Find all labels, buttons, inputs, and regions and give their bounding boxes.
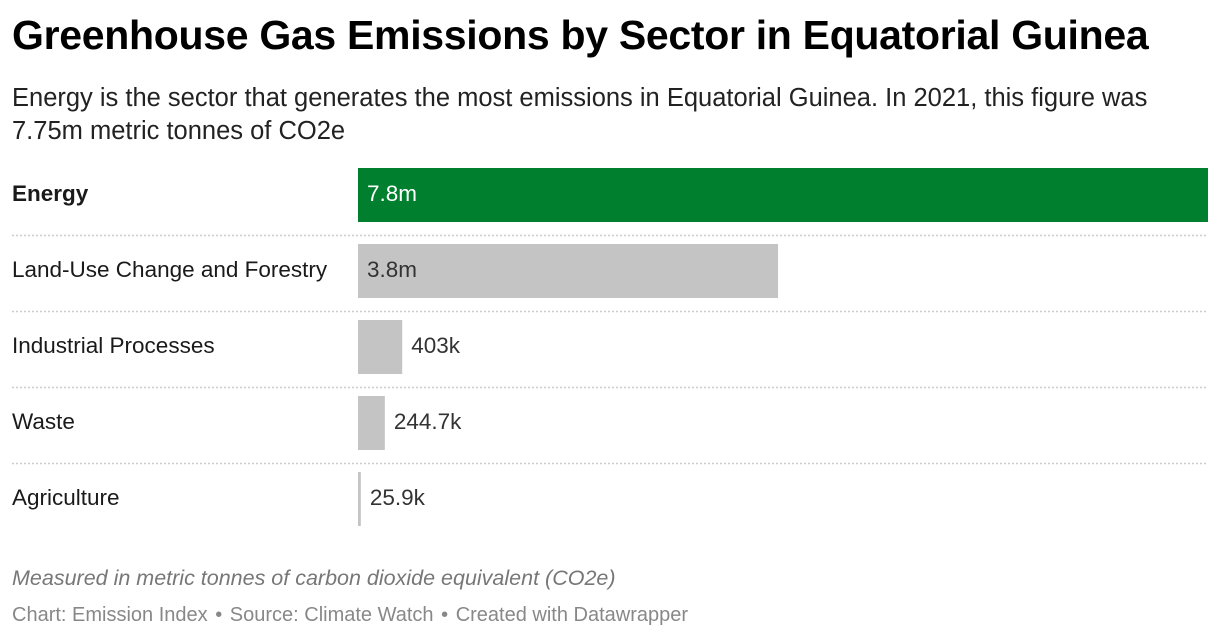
- category-label: Agriculture: [12, 485, 120, 510]
- category-label: Energy: [12, 181, 89, 206]
- chart-note: Measured in metric tonnes of carbon diox…: [12, 566, 616, 590]
- bar: [358, 168, 1208, 222]
- bar: [358, 244, 779, 298]
- chart-footer: Chart: Emission Index • Source: Climate …: [12, 604, 688, 627]
- bar-row: Agriculture 25.9k: [12, 472, 426, 526]
- source-credit: Source: Climate Watch: [229, 604, 434, 626]
- value-label: 7.8m: [367, 181, 417, 206]
- category-label: Land-Use Change and Forestry: [12, 257, 328, 282]
- category-label: Waste: [12, 409, 75, 434]
- value-label: 3.8m: [367, 257, 417, 282]
- datawrapper-credit: Created with Datawrapper: [455, 604, 689, 626]
- bar: [358, 396, 385, 450]
- chart-title: Greenhouse Gas Emissions by Sector in Eq…: [12, 12, 1149, 58]
- value-label: 403k: [411, 333, 461, 358]
- bar-chart: Energy 7.8m Land-Use Change and Forestry 3.…: [12, 168, 1208, 526]
- bar-row: Land-Use Change and Forestry 3.8m: [12, 244, 1208, 313]
- footer-separator: •: [215, 604, 223, 626]
- chart-credit: Chart: Emission Index: [12, 604, 208, 626]
- category-label: Industrial Processes: [12, 333, 215, 358]
- bar-row: Waste 244.7k: [12, 396, 1208, 465]
- footer-separator: •: [441, 604, 449, 626]
- value-label: 244.7k: [394, 409, 462, 434]
- value-label: 25.9k: [370, 485, 426, 510]
- bar-row: Energy 7.8m: [12, 168, 1208, 237]
- bar-row: Industrial Processes 403k: [12, 320, 1208, 389]
- bar: [358, 320, 403, 374]
- chart-subtitle: Energy is the sector that generates the …: [12, 84, 1148, 145]
- bar: [358, 472, 361, 526]
